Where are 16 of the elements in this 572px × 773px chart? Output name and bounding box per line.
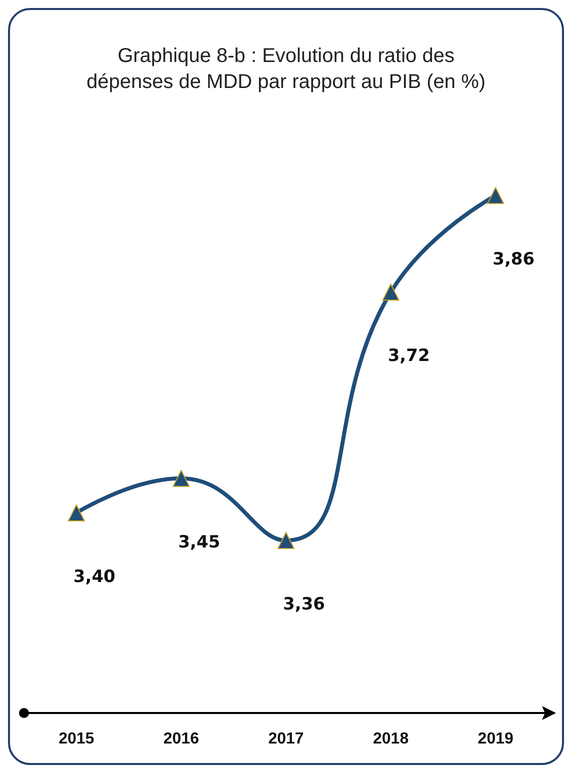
chart-title: Graphique 8-b : Evolution du ratio des dépenses de MDD par rapport au PIB (en %) (86, 45, 486, 93)
x-tick-label: 2017 (268, 730, 304, 748)
point (487, 187, 504, 204)
point (278, 532, 294, 550)
data-label: 3,72 (388, 346, 430, 366)
data-label: 3,45 (178, 532, 220, 552)
data-label: 3,86 (492, 250, 535, 270)
data-label: 3,40 (73, 566, 116, 587)
point (68, 504, 85, 522)
x-tick-label: 2015 (58, 730, 94, 748)
point (382, 284, 400, 301)
x-tick-label: 2016 (163, 730, 200, 748)
x-tick-label: 2018 (373, 730, 409, 748)
x-tick-label: 2019 (478, 730, 514, 748)
data-label: 3,36 (283, 594, 325, 615)
point (172, 470, 190, 487)
